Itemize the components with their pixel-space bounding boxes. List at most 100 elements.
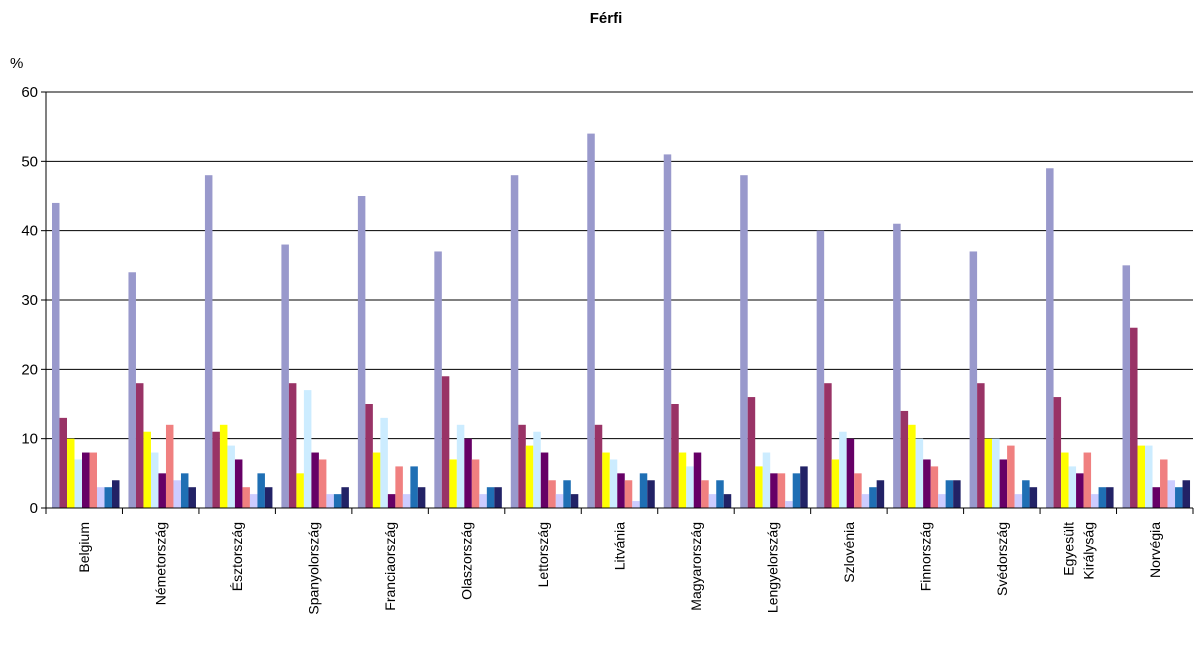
bar (930, 466, 939, 508)
bar (570, 494, 579, 508)
bar (1029, 487, 1038, 508)
y-tick-label: 0 (30, 500, 38, 517)
bar (333, 494, 342, 508)
bar (173, 480, 181, 508)
bar (288, 383, 297, 508)
bar (510, 175, 519, 508)
bar (188, 487, 196, 508)
bar (52, 202, 60, 508)
bar (792, 473, 801, 508)
bar (716, 480, 724, 508)
bar (678, 452, 687, 508)
x-category-label: Olaszország (459, 522, 475, 600)
bar (533, 431, 541, 508)
bar (249, 494, 258, 508)
bar (900, 410, 909, 508)
y-tick-label: 50 (21, 153, 38, 170)
x-category-label: Norvégia (1147, 522, 1163, 578)
bar (602, 452, 610, 508)
bar (59, 417, 67, 508)
x-category-label: Finnország (917, 522, 933, 591)
bar (456, 424, 465, 508)
bar (869, 487, 877, 508)
x-category-label: Lettország (535, 522, 551, 587)
bar (647, 480, 655, 508)
bar (264, 487, 273, 508)
gridlines (41, 91, 1193, 509)
bar (624, 480, 633, 508)
bar (97, 487, 105, 508)
bar (518, 424, 526, 508)
bar (158, 473, 166, 508)
bar (1007, 445, 1015, 508)
bar (999, 459, 1008, 508)
bar (693, 452, 702, 508)
x-category-label: Litvánia (612, 522, 628, 570)
bar (876, 480, 885, 508)
bar (969, 251, 978, 508)
bar (1137, 445, 1146, 508)
bar (112, 480, 120, 508)
bar (326, 494, 334, 508)
x-category-label: Észtország (229, 522, 245, 591)
bar (128, 272, 136, 508)
bar (686, 466, 694, 508)
bar (1091, 494, 1099, 508)
bar (380, 417, 388, 508)
bar (219, 424, 228, 508)
bar (893, 223, 901, 508)
bar (417, 487, 426, 508)
bar (296, 473, 304, 508)
bar (89, 452, 97, 508)
bar (563, 480, 571, 508)
bar (311, 452, 319, 508)
bar (846, 438, 855, 508)
bar (977, 383, 985, 508)
bar (395, 466, 403, 508)
bar (800, 466, 808, 508)
bars (52, 133, 1191, 509)
bar (762, 452, 771, 508)
bar (471, 459, 480, 508)
bar (257, 473, 265, 508)
bar (632, 501, 640, 508)
bar (609, 459, 618, 508)
x-category-label: Franciaország (382, 522, 398, 611)
bar (953, 480, 961, 508)
axes (45, 92, 1194, 514)
bar (777, 473, 786, 508)
bar (234, 459, 243, 508)
y-tick-labels: 0 10 20 30 40 50 60 (21, 84, 38, 517)
bar (1122, 265, 1131, 508)
bar (372, 452, 381, 508)
bar (1130, 327, 1138, 508)
bar (1076, 473, 1084, 508)
bar (410, 466, 418, 508)
bar (831, 459, 840, 508)
bar (441, 376, 450, 508)
bar (341, 487, 349, 508)
bar (816, 230, 825, 508)
bar (1053, 397, 1062, 508)
bar (1068, 466, 1077, 508)
bar (923, 459, 931, 508)
bar (281, 244, 289, 509)
bar (1152, 487, 1161, 508)
bar (318, 459, 327, 508)
bar (617, 473, 625, 508)
bar (212, 431, 220, 508)
bar (755, 466, 763, 508)
bar (82, 452, 90, 508)
bar (587, 133, 595, 508)
bar (908, 424, 916, 508)
bar (204, 175, 213, 508)
x-category-label: Szlovénia (841, 522, 857, 583)
bar (915, 438, 924, 508)
bar (227, 445, 235, 508)
bar (1167, 480, 1176, 508)
bar (854, 473, 862, 508)
bar (1098, 487, 1107, 508)
bar (548, 480, 556, 508)
bar (1083, 452, 1092, 508)
